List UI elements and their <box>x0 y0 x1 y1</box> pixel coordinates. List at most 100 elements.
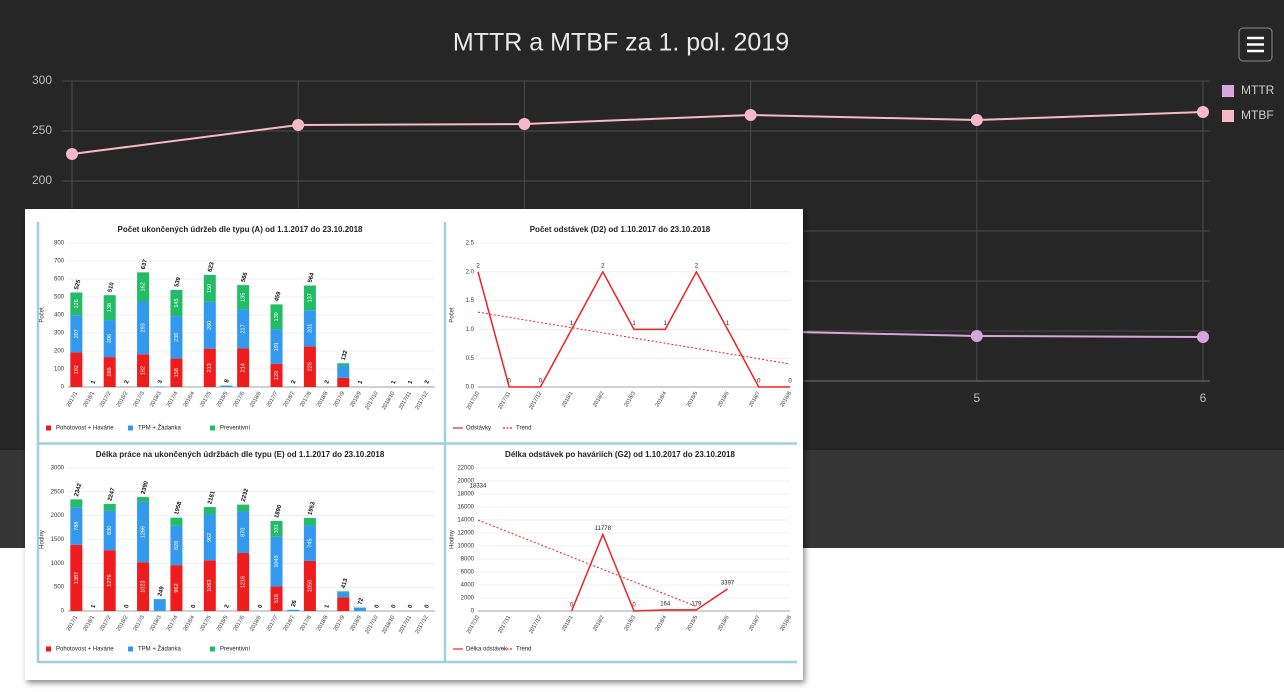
legend-swatch <box>128 425 133 431</box>
bar-segment <box>103 320 116 358</box>
segment-label: 150 <box>207 284 213 293</box>
segment-label: 830 <box>107 526 113 535</box>
data-label: 2 <box>476 263 480 269</box>
segment-label: 516 <box>274 594 280 603</box>
bar-segment <box>270 536 283 587</box>
bar-segment <box>203 560 216 611</box>
bar-segment <box>303 310 316 347</box>
total-label: 564 <box>308 272 317 284</box>
segment-label: 1043 <box>274 555 280 567</box>
segment-label: 1387 <box>74 572 80 584</box>
data-label: 0 <box>632 603 636 609</box>
segment-label: 1216 <box>241 576 247 588</box>
y-tick-label: 2500 <box>51 489 65 495</box>
bar-segment <box>70 507 83 545</box>
data-label: 0 <box>788 379 792 385</box>
bar-segment <box>70 315 83 353</box>
bar-segment <box>337 597 350 611</box>
bar-segment <box>170 525 183 566</box>
segment-label: 207 <box>74 329 80 338</box>
bar-segment <box>270 363 283 387</box>
bar-segment <box>170 316 183 359</box>
y-tick-label: 1.0 <box>466 327 475 333</box>
report-image: Počet ukončených údržeb dle typu (A) od … <box>25 209 803 680</box>
bar-segment <box>337 592 350 598</box>
bar-segment <box>203 507 216 515</box>
menu-button[interactable] <box>1238 27 1273 62</box>
legend-label: Odstávky <box>466 426 491 432</box>
y-tick-label: 500 <box>54 585 65 591</box>
data-label: 2 <box>601 263 605 269</box>
total-label: 2390 <box>141 480 150 495</box>
bar-segment <box>303 285 316 311</box>
y-tick-label: 400 <box>54 313 65 319</box>
legend-label: TPM + Žádanka <box>138 645 182 653</box>
legend-label: Délka odstávek <box>466 647 508 653</box>
segment-label: 214 <box>241 363 247 372</box>
y-tick-label: 200 <box>54 349 65 355</box>
y-tick-label: 6000 <box>461 570 475 576</box>
bar-segment <box>153 386 166 387</box>
bar-segment <box>303 525 316 561</box>
total-label: 0 <box>191 604 198 609</box>
total-label: 1 <box>91 379 98 384</box>
bar-segment <box>170 517 183 526</box>
total-label: 1 <box>91 603 98 608</box>
bar-segment <box>220 385 233 387</box>
total-label: 2 <box>124 379 131 384</box>
bar-segment <box>287 609 300 611</box>
segment-label: 138 <box>107 303 113 312</box>
segment-label: 213 <box>207 363 213 372</box>
point <box>744 109 757 121</box>
bar-segment <box>270 329 283 364</box>
segment-label: 1023 <box>141 580 147 592</box>
bar-segment <box>103 503 116 511</box>
bar-segment <box>103 295 116 321</box>
data-label: 179 <box>691 601 702 607</box>
y-tick-label: 3000 <box>51 466 65 472</box>
y-tick-label: 12000 <box>457 531 474 537</box>
segment-label: 182 <box>141 366 147 375</box>
legend-label: MTTR <box>1241 83 1275 97</box>
bar-segment <box>237 348 250 387</box>
y-tick-label: 14000 <box>457 518 474 524</box>
segment-label: 828 <box>174 541 180 550</box>
y-tick-label: 700 <box>54 259 65 265</box>
chart-title: Počet ukončených údržeb dle typu (A) od … <box>118 225 364 234</box>
segment-label: 135 <box>241 293 247 302</box>
segment-label: 162 <box>141 282 147 291</box>
segment-label: 1063 <box>207 580 213 592</box>
total-label: 249 <box>157 585 166 597</box>
y-tick-label: 2.0 <box>466 269 475 275</box>
y-axis-label: Hodiny <box>40 530 46 549</box>
bar-segment <box>237 309 250 349</box>
segment-label: 260 <box>207 321 213 330</box>
bar-segment <box>237 285 250 310</box>
y-tick-label: 2.5 <box>466 241 475 247</box>
bar-segment <box>170 565 183 611</box>
total-label: 1953 <box>308 501 317 516</box>
series-line <box>71 111 1204 155</box>
y-axis-label: Hodiny <box>450 530 456 549</box>
bar-segment <box>137 354 150 387</box>
segment-label: 158 <box>174 368 180 377</box>
total-label: 525 <box>74 279 83 291</box>
bar-segment <box>337 363 350 366</box>
total-label: 566 <box>241 271 250 283</box>
total-label: 0 <box>124 604 131 609</box>
point <box>1197 331 1209 343</box>
segment-label: 1050 <box>307 580 313 592</box>
chart-title: MTTR a MTBF za 1. pol. 2019 <box>453 29 789 57</box>
total-label: 26 <box>291 599 299 608</box>
bar-segment <box>337 377 350 387</box>
data-label: 3397 <box>721 580 735 586</box>
y-tick-label: 1500 <box>51 537 65 543</box>
data-label: 11778 <box>595 526 612 532</box>
panel-dividers <box>36 222 797 664</box>
data-label: 2 <box>695 263 699 269</box>
segment-label: 962 <box>207 533 213 542</box>
total-label: 1 <box>408 379 415 384</box>
segment-label: 293 <box>141 323 147 332</box>
y-tick-label: 0.5 <box>466 356 475 362</box>
